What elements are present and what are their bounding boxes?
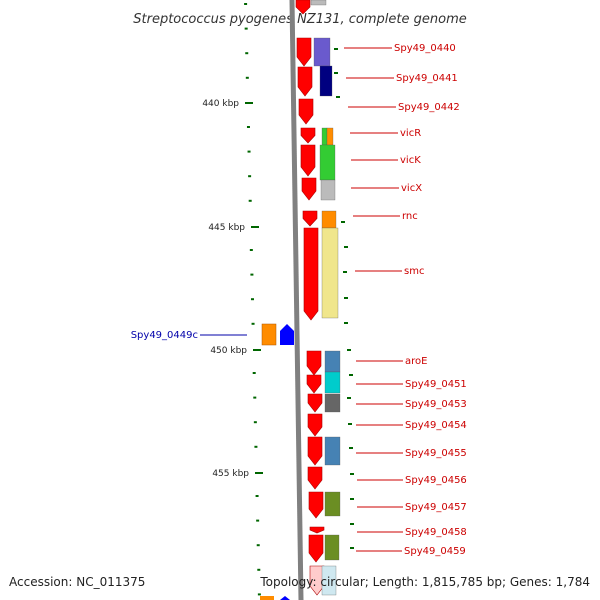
cog-category-block — [324, 491, 341, 517]
cog-category-block — [261, 323, 277, 346]
gene-arrow-forward — [300, 144, 316, 177]
scale-label: 450 kbp — [210, 346, 247, 356]
cog-category-block — [324, 350, 341, 373]
gene-label: Spy49_0455 — [405, 448, 467, 459]
gene-arrow-forward — [309, 526, 325, 534]
gene-label: vicR — [400, 128, 421, 139]
gene-arrow-forward — [300, 127, 316, 144]
gene-label: Spy49_0442 — [398, 102, 460, 113]
gene-label: Spy49_0459 — [404, 546, 466, 557]
genome-backbone — [289, 0, 304, 600]
gene-label: rnc — [402, 211, 418, 222]
cog-category-block — [326, 127, 334, 146]
gene-arrow-forward — [295, 0, 311, 15]
gene-label: Spy49_0441 — [396, 73, 458, 84]
gene-label: Spy49_0457 — [405, 502, 467, 513]
gene-arrow-forward — [307, 413, 323, 437]
gene-arrow-forward — [301, 177, 317, 201]
gene-label: Spy49_0456 — [405, 475, 467, 486]
gene-label: aroE — [405, 356, 427, 367]
gene-arrow-forward — [307, 436, 323, 466]
gene-label: Spy49_0451 — [405, 379, 467, 390]
cog-category-block — [321, 227, 339, 319]
gene-arrow-forward — [309, 565, 325, 596]
gene-label: Spy49_0454 — [405, 420, 467, 431]
accession-text: Accession: NC_011375 — [9, 575, 145, 589]
cog-category-block — [319, 65, 333, 97]
cog-category-block — [310, 0, 327, 6]
cog-category-block — [321, 565, 337, 596]
gene-arrow-forward — [297, 66, 313, 97]
scale-label: 440 kbp — [202, 99, 239, 109]
scale-label: 445 kbp — [208, 223, 245, 233]
cog-category-block — [313, 37, 331, 67]
gene-arrow-forward — [306, 374, 322, 394]
topology-text: Topology: circular; Length: 1,815,785 bp… — [259, 575, 590, 589]
gene-label: Spy49_0449c — [131, 330, 198, 341]
cog-category-block — [321, 127, 328, 146]
gene-arrow-reverse — [280, 596, 290, 600]
gene-label: Spy49_0453 — [405, 399, 467, 410]
gene-arrow-forward — [298, 98, 314, 125]
scale-label: 455 kbp — [212, 469, 249, 479]
gene-arrow-forward — [307, 393, 323, 413]
gene-label: vicK — [400, 155, 421, 166]
gene-arrow-forward — [302, 210, 318, 227]
cog-category-block — [321, 210, 337, 229]
gene-arrow-forward — [308, 491, 324, 519]
cog-category-block — [260, 596, 274, 600]
gene-label: Spy49_0440 — [394, 43, 456, 54]
cog-category-block — [324, 371, 341, 394]
gene-label: Spy49_0458 — [405, 527, 467, 538]
map-title: Streptococcus pyogenes NZ131, complete g… — [133, 12, 467, 27]
cog-category-block — [320, 179, 336, 201]
cog-category-block — [324, 393, 341, 413]
gene-label: smc — [404, 266, 424, 277]
gene-arrow-forward — [307, 466, 323, 490]
gene-arrow-forward — [306, 350, 322, 376]
cog-category-block — [324, 534, 340, 561]
gene-arrow-reverse — [280, 324, 294, 345]
cog-category-block — [319, 144, 336, 181]
gene-arrow-forward — [303, 227, 319, 321]
gene-label: vicX — [401, 183, 422, 194]
gene-arrow-forward — [308, 534, 324, 563]
gene-arrow-forward — [296, 37, 312, 67]
cog-category-block — [324, 436, 341, 466]
